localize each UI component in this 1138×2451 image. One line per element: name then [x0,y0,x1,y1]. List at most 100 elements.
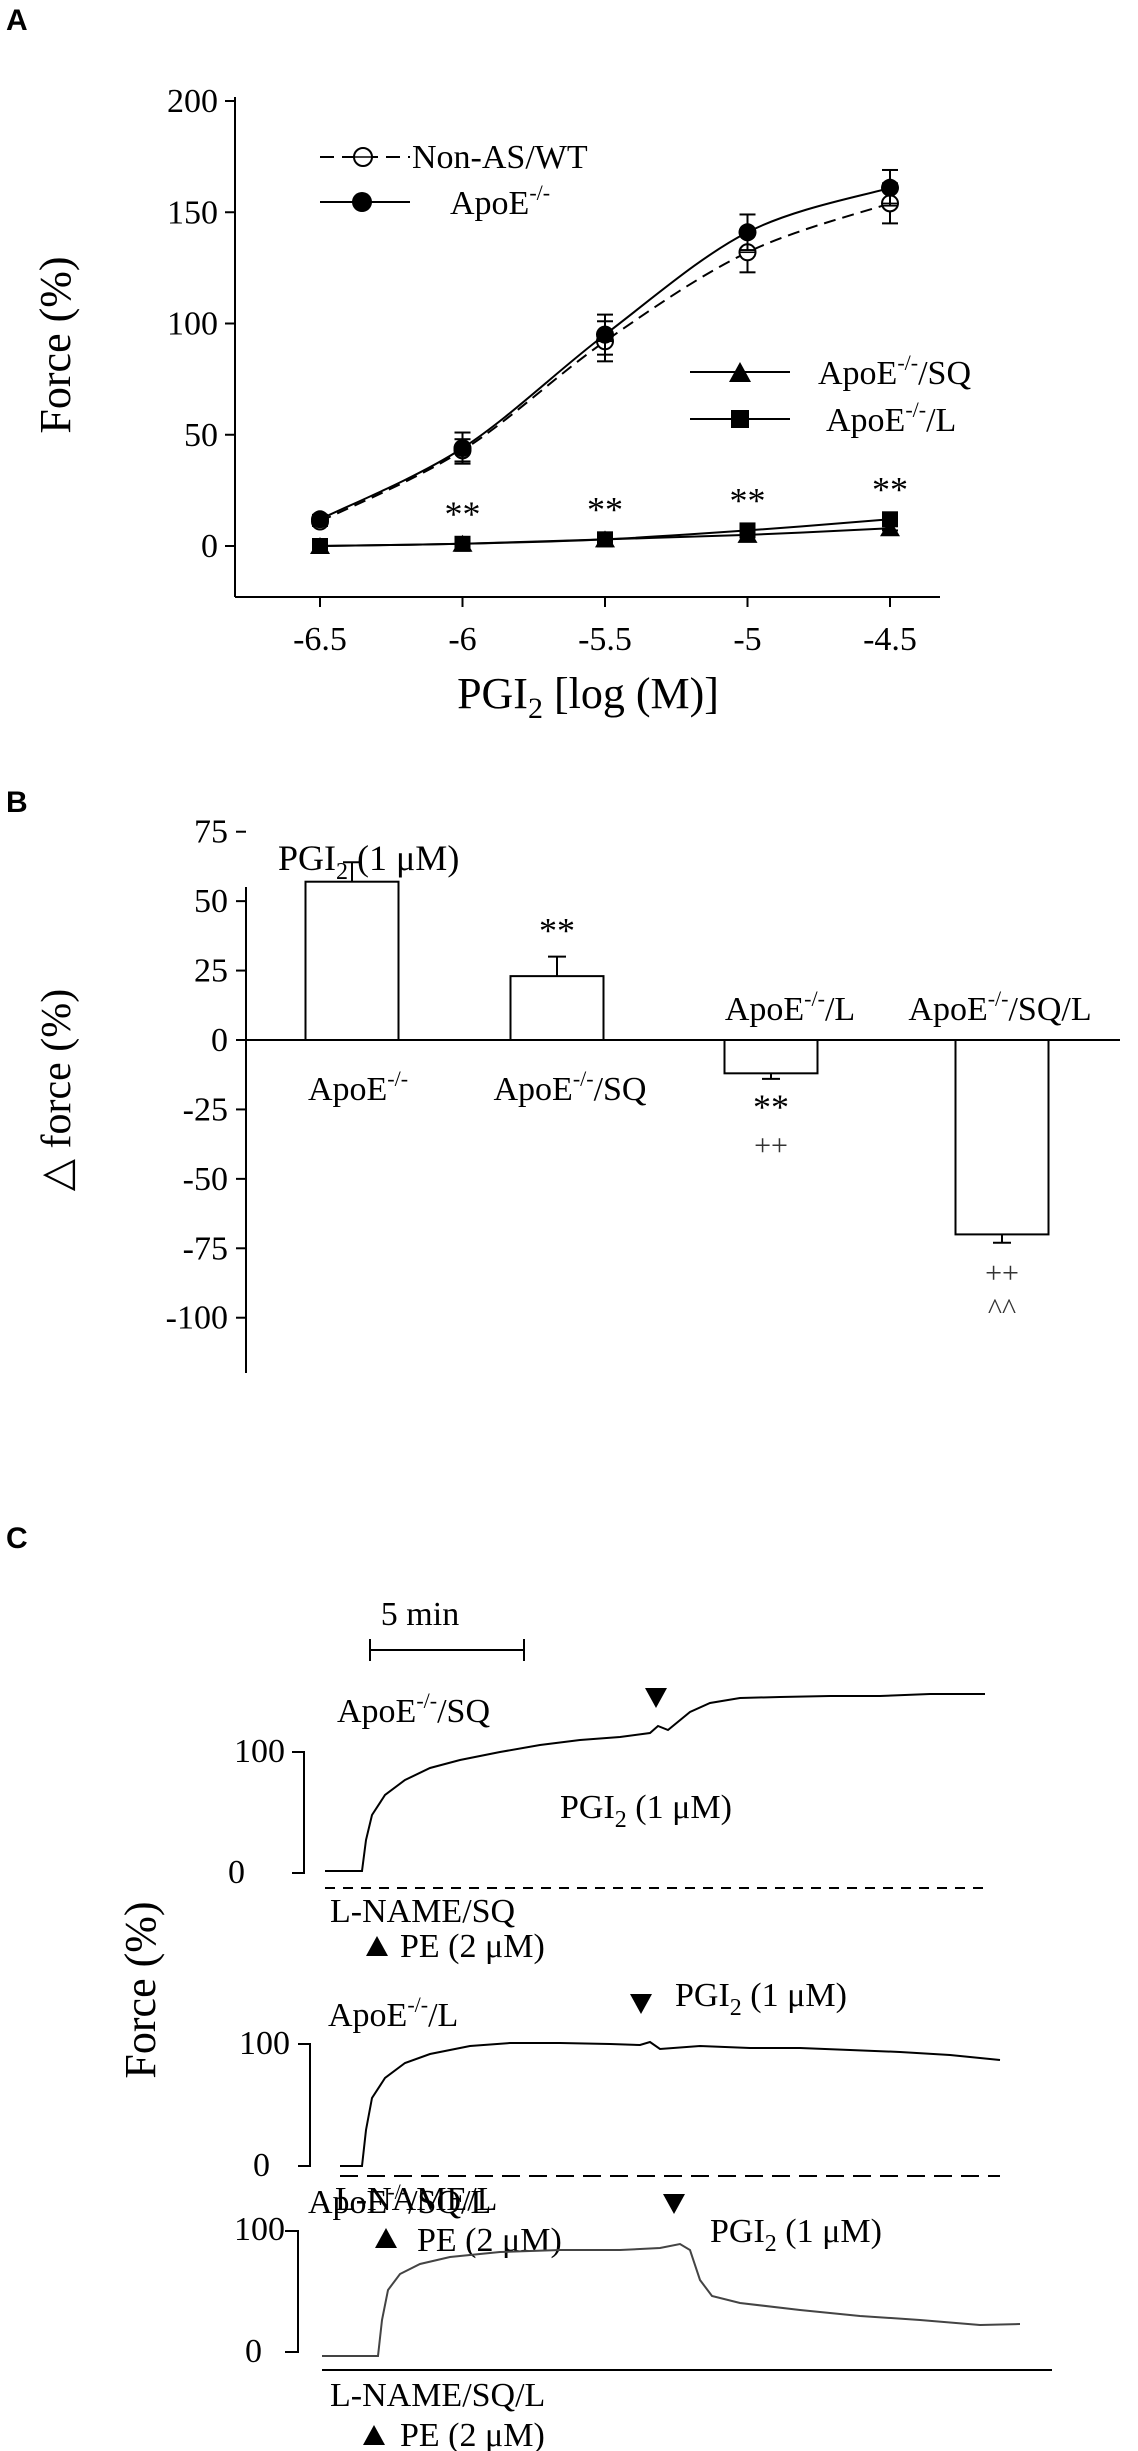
b-category-apoe-sq: ApoE-/-/SQ [493,1066,646,1108]
b-category-apoe: ApoE-/- [308,1066,408,1108]
trace1-group-label: ApoE-/-/SQ [337,1688,490,1730]
c-y-axis-label: Force (%) [116,1901,165,2078]
a-y-ticks: 0 50 100 150 200 [167,83,235,565]
trace3-pgi-label: PGI2 (1 μM) [710,2213,882,2257]
a-point-square [882,511,898,528]
legend-marker-triangle [729,362,751,382]
b-y-tick-label: 25 [194,953,228,990]
trace1-pe-arrow [366,1936,388,1956]
a-point-square [739,522,756,539]
b-y-tick-label: 0 [211,1022,228,1059]
trace3-force-trace [322,2242,1021,2357]
a-x-tick-label: -6.5 [293,621,347,658]
trace2-y-bracket [298,2043,311,2167]
a-y-tick-label: 100 [167,306,218,343]
a-point-square [597,531,613,548]
b-bar-1 [509,975,605,1042]
b-y-tick-label: -50 [183,1161,228,1198]
trace2-group-label: ApoE-/-/L [328,1992,458,2034]
trace1-tick-100: 100 [234,1733,285,1770]
a-point-filled-circle [311,510,329,529]
trace1-force-trace [325,1693,985,1872]
a-point-square [454,535,471,552]
a-x-tick-label: -5 [733,621,761,658]
a-y-tick-label: 150 [167,194,218,231]
b-pgi-annotation: PGI2 (1 μM) [278,838,459,885]
b-significance-mark: ++ [754,1129,788,1162]
trace-row-2: 100 0 ApoE-/-/L PGI2 (1 μM) L-NAME/L PE … [239,1977,1001,2259]
a-x-axis-label: PGI2 [log (M)] [457,669,719,725]
trace2-treatment-label: L-NAME/L [335,2181,497,2218]
a-significance-marks: ** ** ** ** [445,469,909,533]
legend-label-apoe-sq: ApoE-/-/SQ [818,350,971,392]
a-significance-mark: ** [587,489,623,529]
b-y-tick-label: 75 [194,814,228,851]
legend-label-non-as-wt: Non-AS/WT [412,139,588,176]
panel-b-label: B [6,786,28,819]
b-category-apoe-l: ApoE-/-/L [725,986,855,1028]
a-point-filled-circle [881,178,899,197]
legend-label-apoe: ApoE-/- [450,180,550,222]
a-point-square [312,538,328,554]
b-y-tick-label: -25 [183,1091,228,1128]
b-y-axis-label: △ force (%) [34,989,80,1192]
panel-a-chart: 0 50 100 150 200 -6.5 -6 -5.5 -5 -4.5 ** ** ** ** F… [31,83,971,725]
b-significance-mark: ** [753,1087,789,1127]
trace1-y-bracket [292,1751,305,1874]
a-y-axis-label: Force (%) [31,256,80,433]
legend-marker-square [731,410,749,428]
trace3-tick-0: 0 [245,2333,262,2370]
panel-a-label: A [6,4,28,37]
a-x-tick-label: -6 [448,621,476,658]
trace3-pgi-arrow [663,2194,685,2214]
a-significance-mark: ** [872,469,908,509]
b-significance-mark: ^^ [988,1293,1016,1326]
trace-row-1: 100 0 ApoE-/-/SQ PGI2 (1 μM) L-NAME/SQ P… [228,1688,985,1965]
trace2-tick-100: 100 [239,2025,290,2062]
legend-marker-filled-circle [352,192,372,212]
b-bar-2 [723,1039,819,1075]
a-y-tick-label: 0 [201,528,218,565]
trace3-y-bracket [285,2230,299,2353]
a-legend: Non-AS/WT ApoE-/- ApoE-/-/SQ ApoE-/-/L [320,139,971,439]
a-point-filled-circle [453,439,472,458]
trace-row-3: 100 0 ApoE-/-/SQ/L PGI2 (1 μM) L-NAME/SQ… [234,2179,1052,2451]
a-significance-mark: ** [730,480,766,520]
trace3-tick-100: 100 [234,2211,285,2248]
trace3-treatment-label: L-NAME/SQ/L [330,2377,545,2414]
b-bar-3 [954,1039,1050,1236]
a-y-tick-label: 50 [184,417,218,454]
a-y-tick-label: 200 [167,83,218,120]
a-x-tick-label: -4.5 [863,621,917,658]
b-significance-mark: ++ [985,1257,1019,1290]
a-series-group [310,168,900,554]
trace2-tick-0: 0 [253,2147,270,2184]
trace1-treatment-label: L-NAME/SQ [330,1893,515,1930]
c-scale-label: 5 min [381,1596,459,1633]
a-x-tick-label: -5.5 [578,621,632,658]
b-bars-group: ****++++^^ [304,861,1050,1326]
panel-c-traces: Force (%) 5 min 100 0 ApoE-/-/SQ PGI2 (1… [116,1596,1052,2451]
a-point-filled-circle [738,223,757,242]
trace1-tick-0: 0 [228,1854,245,1891]
trace3-group-label: ApoE-/-/SQ/L [308,2179,491,2221]
panel-c-label: C [6,1522,28,1555]
trace3-pe-arrow [363,2425,385,2445]
trace2-pgi-arrow [630,1994,652,2014]
trace2-pe-arrow [375,2228,397,2248]
b-y-ticks: 75 50 25 0 -25 -50 -75 -100 [166,814,246,1337]
trace1-pe-label: PE (2 μM) [400,1928,545,1965]
a-point-filled-circle [596,325,614,344]
a-significance-mark: ** [445,494,481,534]
a-x-ticks: -6.5 -6 -5.5 -5 -4.5 [293,597,917,658]
b-bar-0 [304,880,400,1042]
trace2-pgi-label: PGI2 (1 μM) [675,1977,847,2021]
b-y-tick-label: -100 [166,1300,228,1337]
legend-label-apoe-l: ApoE-/-/L [826,397,956,439]
trace3-pe-label: PE (2 μM) [400,2417,545,2451]
a-point-triangle [880,519,900,537]
b-category-apoe-sq-l: ApoE-/-/SQ/L [908,986,1091,1028]
trace1-pgi-label: PGI2 (1 μM) [560,1789,732,1833]
